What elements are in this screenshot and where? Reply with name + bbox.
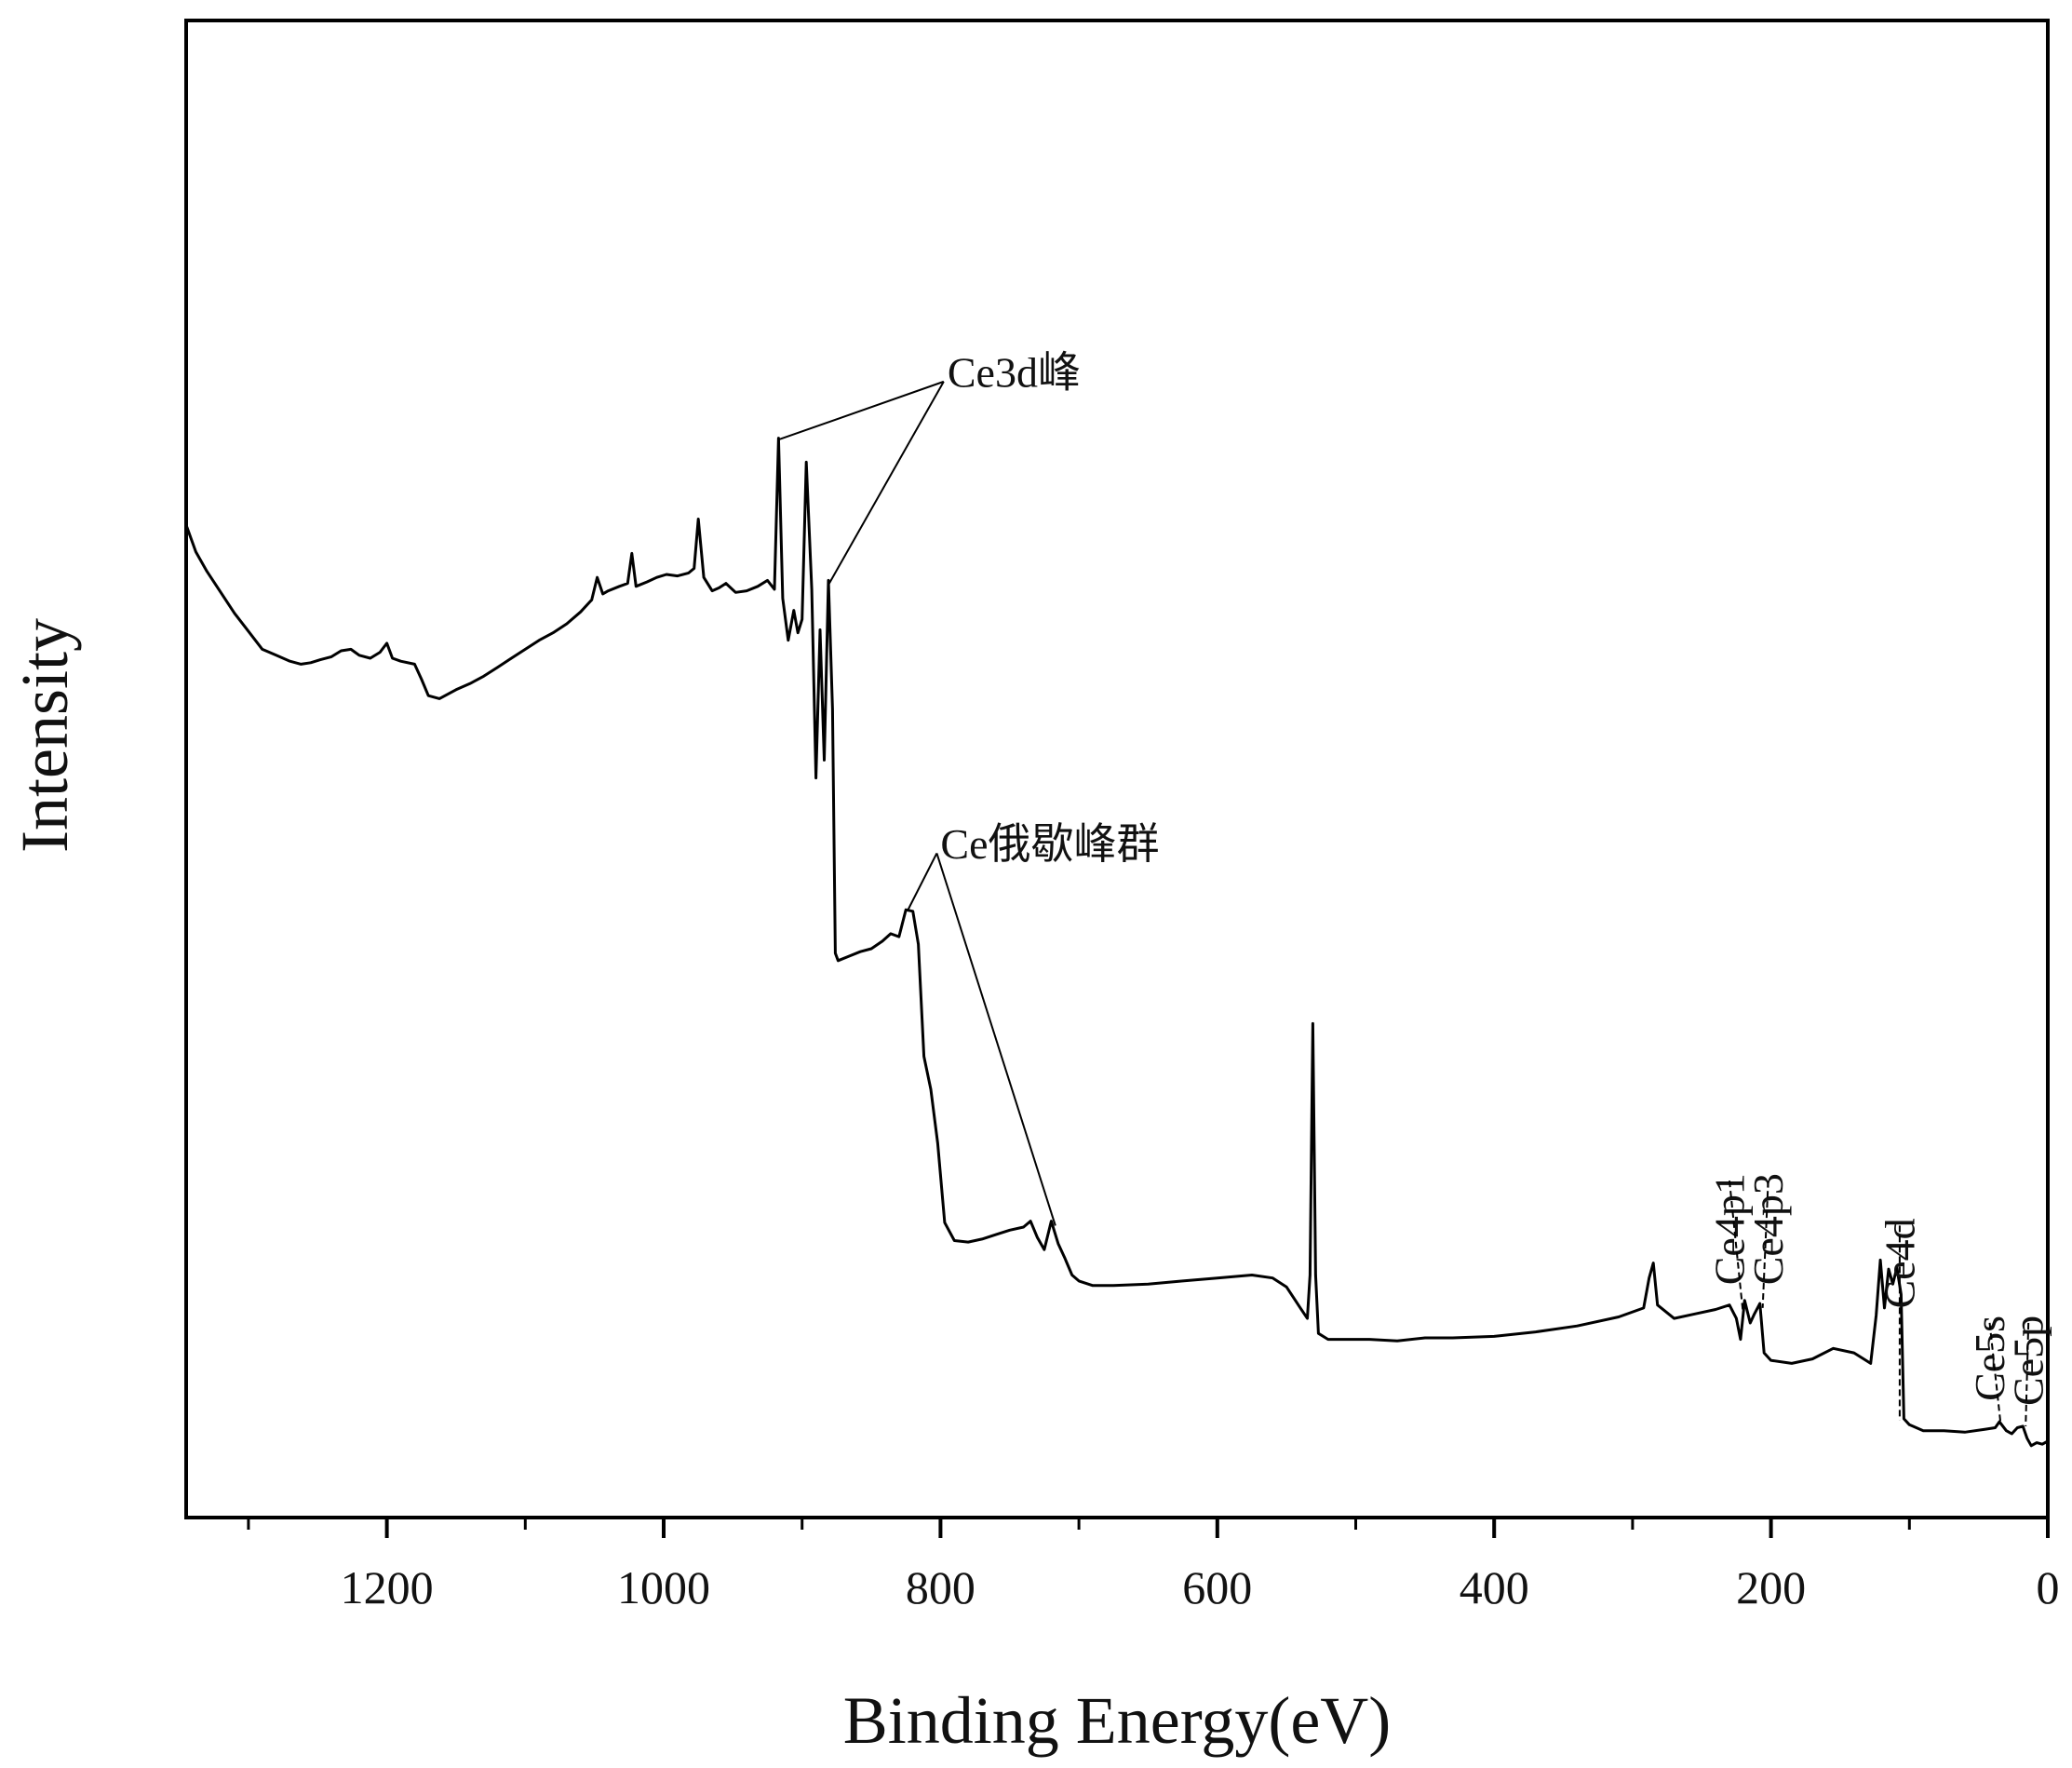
- peak-leader-line: [1728, 1181, 1744, 1316]
- x-axis-label: Binding Energy(eV): [843, 1683, 1392, 1758]
- x-tick-label: 1200: [341, 1561, 434, 1613]
- peak-leader-line: [1761, 1181, 1769, 1308]
- peak-label: Ce3d峰: [948, 348, 1081, 396]
- x-tick-label: 0: [2037, 1561, 2060, 1613]
- x-tick-label: 1000: [617, 1561, 710, 1613]
- peak-leader-line: [935, 853, 1056, 1226]
- peak-label: Ce俄歇峰群: [940, 820, 1159, 868]
- peak-label: Ce4p1: [1705, 1173, 1753, 1285]
- x-axis-tick-labels: 1200 1000 800 600 400 200 0: [341, 1561, 2060, 1613]
- peak-label: Ce4p3: [1744, 1173, 1792, 1285]
- peak-leader-line: [778, 380, 945, 441]
- y-axis-label: Intensity: [7, 618, 82, 853]
- peak-leader-line: [2025, 1322, 2030, 1426]
- x-tick-label: 600: [1182, 1561, 1252, 1613]
- spectrum-line: [184, 437, 2049, 1448]
- peak-leader-line: [1988, 1322, 2002, 1425]
- peak-leader-line: [827, 381, 945, 586]
- peak-label: Ce5p: [2005, 1316, 2052, 1406]
- x-axis-ticks: [247, 1518, 2050, 1538]
- x-tick-label: 400: [1460, 1561, 1529, 1613]
- peak-leader-line: [906, 852, 938, 912]
- peak-label: Ce5s: [1966, 1316, 2013, 1401]
- plot-frame: [184, 19, 2050, 1519]
- x-tick-label: 800: [906, 1561, 975, 1613]
- x-tick-label: 200: [1736, 1561, 1806, 1613]
